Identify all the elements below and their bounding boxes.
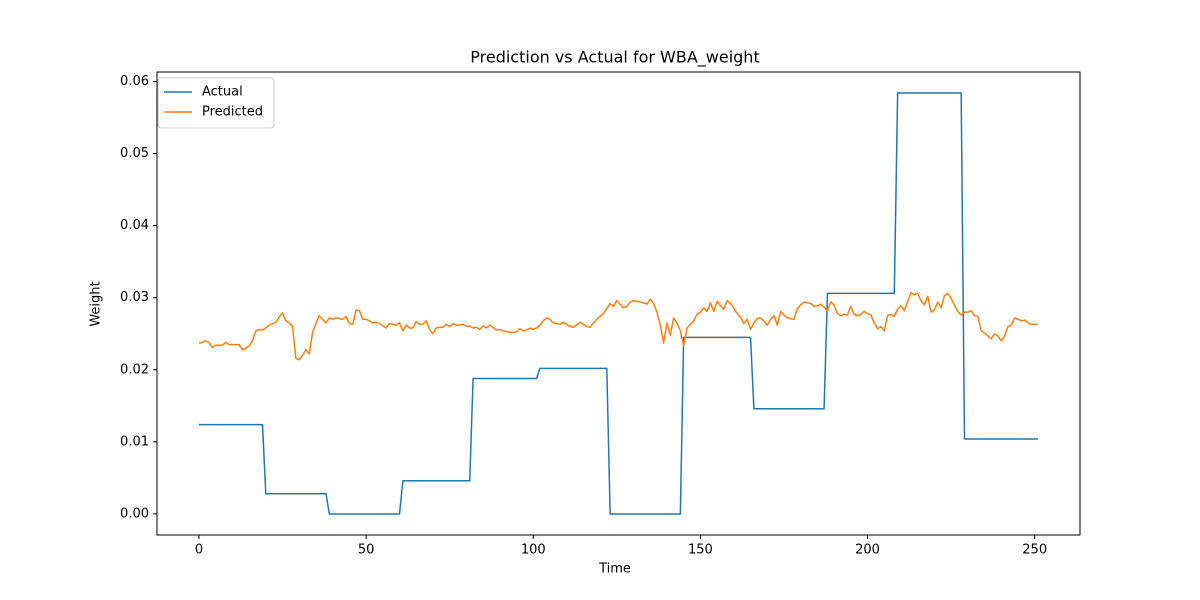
data-line — [198, 291, 1039, 361]
x-axis-label: Time — [598, 562, 631, 577]
x-tick-label: 100 — [521, 543, 546, 558]
chart-title: Prediction vs Actual for WBA_weight — [470, 48, 759, 68]
x-tick-label: 250 — [1022, 543, 1047, 558]
x-tick-label: 50 — [358, 543, 375, 558]
legend-label: Predicted — [202, 105, 263, 120]
y-tick-label: 0.06 — [120, 74, 149, 89]
data-line — [198, 92, 1039, 515]
x-tick-label: 200 — [855, 543, 880, 558]
x-tick-label: 0 — [195, 543, 203, 558]
y-tick-label: 0.00 — [120, 506, 149, 521]
y-tick-label: 0.04 — [120, 218, 149, 233]
y-tick-label: 0.01 — [120, 434, 149, 449]
plot-frame — [156, 71, 1081, 536]
legend-box — [157, 77, 275, 129]
y-tick-label: 0.03 — [120, 290, 149, 305]
y-tick-label: 0.05 — [120, 146, 149, 161]
y-axis-label: Weight — [89, 281, 104, 326]
y-tick-label: 0.02 — [120, 362, 149, 377]
legend-label: Actual — [202, 85, 243, 100]
x-tick-label: 150 — [688, 543, 713, 558]
